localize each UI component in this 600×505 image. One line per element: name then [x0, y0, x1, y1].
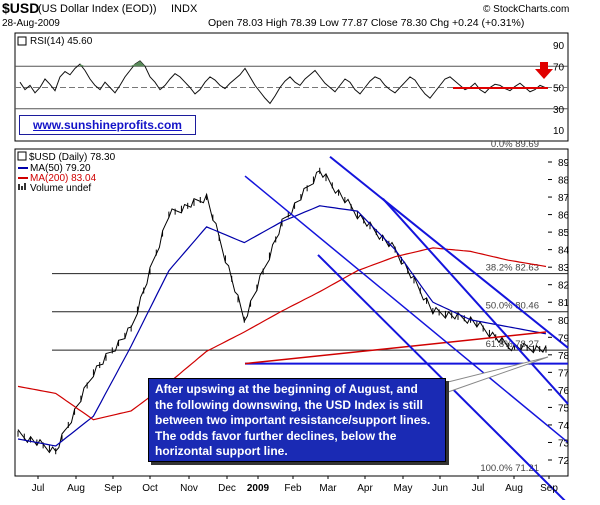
rsi-label-text: RSI(14) 45.60: [30, 36, 93, 47]
price-tick-label: 88: [558, 176, 570, 187]
price-series: [17, 167, 547, 455]
legend-volume: Volume undef: [30, 183, 91, 194]
fibonacci-lines: 0.0% 89.69 38.2% 82.63 50.0% 80.46 61.8% 78…: [52, 139, 568, 474]
x-tick-label: Sep: [540, 483, 558, 494]
price-tick-label: 76: [558, 386, 570, 397]
annotation-box: After upswing at the beginning of August…: [148, 378, 446, 462]
volume-icon: [18, 183, 26, 190]
rsi-overbought-fill: [130, 60, 150, 67]
header-name: (US Dollar Index (EOD)): [38, 3, 157, 15]
x-tick-label: May: [394, 483, 413, 494]
price-tick-label: 81: [558, 298, 570, 309]
price-legend: $USD (Daily) 78.30 MA(50) 79.20 MA(200) …: [17, 151, 116, 194]
price-tick-label: 78: [558, 351, 570, 362]
down-arrow-icon: [535, 62, 553, 79]
price-tick-label: 80: [558, 316, 570, 327]
fib-label: 0.0% 89.69: [491, 139, 539, 150]
rsi-line: [19, 60, 546, 105]
x-tick-label: Jul: [472, 483, 485, 494]
rsi-tick-label: 30: [553, 105, 565, 116]
ma200-line: [17, 247, 547, 421]
x-tick-label: Sep: [104, 483, 122, 494]
rsi-tick-label: 70: [553, 62, 565, 73]
x-tick-label: Dec: [218, 483, 236, 494]
rsi-tick-label: 10: [553, 126, 565, 137]
x-tick-label: Nov: [180, 483, 198, 494]
price-tick-label: 89: [558, 158, 570, 169]
price-tick-label: 79: [558, 333, 570, 344]
header-date: 28-Aug-2009: [2, 18, 60, 29]
trend-lines: [244, 155, 569, 505]
legend-title: $USD (Daily) 78.30: [29, 152, 116, 163]
price-tick-label: 82: [558, 281, 570, 292]
x-tick-label: Oct: [142, 483, 158, 494]
rsi-label: RSI(14) 45.60: [17, 36, 93, 47]
price-tick-label: 87: [558, 193, 570, 204]
fib-label: 50.0% 80.46: [486, 301, 539, 312]
x-tick-label: Aug: [505, 483, 523, 494]
price-tick-label: 74: [558, 421, 570, 432]
legend-ma50: MA(50) 79.20: [30, 163, 91, 174]
lower-support-diag: [244, 175, 569, 444]
fib-label: 61.8% 78.27: [486, 339, 539, 350]
x-tick-label: Jun: [432, 483, 448, 494]
price-line: [17, 170, 547, 454]
rsi-tick-label: 90: [553, 41, 565, 52]
x-axis: Jul Aug Sep Oct Nov Dec 2009 Feb Mar Apr May Jun Jul…: [32, 476, 558, 494]
price-axis: 89 88 87 86 85 84 83 82 81 80 79 78 77 76 75 74 73 72: [548, 158, 570, 467]
price-tick-label: 85: [558, 228, 570, 239]
price-tick-label: 83: [558, 263, 570, 274]
x-tick-label: Mar: [319, 483, 337, 494]
rsi-series: [19, 60, 546, 105]
upper-channel: [329, 155, 569, 349]
rsi-overbought-fill: [80, 64, 100, 67]
header-ohlc: Open 78.03 High 78.39 Low 77.87 Close 78…: [208, 17, 524, 29]
header-symbol: $USD: [2, 0, 39, 16]
price-tick-label: 72: [558, 456, 570, 467]
fib-label: 38.2% 82.63: [486, 263, 539, 274]
rsi-tick-label: 50: [553, 84, 565, 95]
price-tick-label: 77: [558, 368, 570, 379]
website-link[interactable]: www.sunshineprofits.com: [19, 115, 196, 135]
x-tick-label: Jul: [32, 483, 45, 494]
price-tick-label: 73: [558, 438, 570, 449]
rsi-axis: 90 70 50 30 10: [553, 41, 565, 137]
x-tick-label: Feb: [284, 483, 302, 494]
price-tick-label: 75: [558, 403, 570, 414]
ma50-line: [17, 205, 547, 447]
price-tick-label: 86: [558, 211, 570, 222]
header-exchange: INDX: [171, 3, 198, 15]
fib-label: 100.0% 71.21: [480, 463, 539, 474]
header-watermark: © StockCharts.com: [483, 4, 569, 15]
legend-ma200: MA(200) 83.04: [30, 173, 97, 184]
x-tick-label: 2009: [247, 483, 270, 494]
price-tick-label: 84: [558, 246, 570, 257]
x-tick-label: Aug: [67, 483, 85, 494]
mid-channel: [382, 198, 569, 405]
x-tick-label: Apr: [357, 483, 373, 494]
red-trendline: [244, 331, 547, 365]
